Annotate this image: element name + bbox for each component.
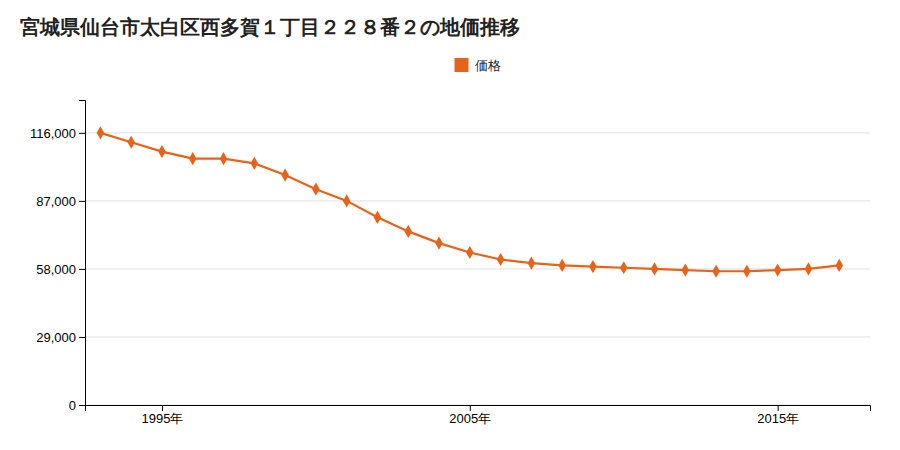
x-tick-label: 2015年 xyxy=(757,411,799,426)
y-tick: 0 xyxy=(69,398,85,413)
marker xyxy=(251,157,259,170)
grid xyxy=(85,133,870,405)
marker xyxy=(835,259,843,272)
marker xyxy=(805,262,813,275)
y-tick: 87,000 xyxy=(36,194,85,209)
marker xyxy=(743,265,751,278)
marker xyxy=(620,261,628,274)
y-tick-mark xyxy=(79,405,85,406)
marker xyxy=(281,168,289,181)
y-tick-label: 87,000 xyxy=(36,194,76,209)
y-tick: 58,000 xyxy=(36,262,85,277)
y-tick: 116,000 xyxy=(30,126,85,141)
marker xyxy=(466,246,474,259)
y-tick-mark xyxy=(79,337,85,338)
x-axis-line xyxy=(86,406,871,412)
marker xyxy=(312,183,320,196)
data xyxy=(97,126,843,278)
marker xyxy=(127,136,135,149)
marker xyxy=(528,256,536,269)
legend: 価格 xyxy=(455,58,501,73)
x-tick-mark xyxy=(778,405,779,411)
marker xyxy=(220,152,228,165)
line xyxy=(100,133,839,271)
x-tick-label: 2005年 xyxy=(449,411,491,426)
marker xyxy=(774,264,782,277)
legend-label: 価格 xyxy=(475,58,501,73)
y-tick-label: 58,000 xyxy=(36,262,76,277)
marker xyxy=(435,237,443,250)
marker xyxy=(589,260,597,273)
y-tick-label: 29,000 xyxy=(36,330,76,345)
grid-line xyxy=(85,268,870,269)
chart: 宮城県仙台市太白区西多賀１丁目２２８番２の地価推移 1995年 2005年 2015年… xyxy=(0,0,900,450)
y-tick-mark xyxy=(79,133,85,134)
marker xyxy=(404,225,412,238)
x-axis: 1995年 2005年 2015年 xyxy=(86,405,871,426)
marker xyxy=(374,211,382,224)
y-axis-line xyxy=(79,101,86,406)
marker xyxy=(651,262,659,275)
y-tick-mark xyxy=(79,269,85,270)
grid-line xyxy=(85,336,870,337)
y-tick-label: 116,000 xyxy=(30,126,76,141)
legend-item: 価格 xyxy=(455,58,501,73)
x-tick: 1995年 xyxy=(141,405,183,426)
marker xyxy=(558,259,566,272)
title: 宮城県仙台市太白区西多賀１丁目２２８番２の地価推移 xyxy=(20,15,520,39)
marker xyxy=(97,126,105,139)
marker xyxy=(712,265,720,278)
marker xyxy=(343,194,351,207)
marker xyxy=(189,152,197,165)
marker xyxy=(158,145,166,158)
marker xyxy=(681,264,689,277)
y-axis: 0 29,000 58,000 87,000 116,000 xyxy=(30,101,86,413)
plot: 1995年 2005年 2015年 0 29,000 58,000 87,000 116,00… xyxy=(30,101,871,427)
y-tick: 29,000 xyxy=(36,330,85,345)
x-tick: 2015年 xyxy=(757,405,799,426)
y-tick-label: 0 xyxy=(69,398,76,413)
legend-swatch xyxy=(455,58,469,72)
x-tick-mark xyxy=(470,405,471,411)
marker xyxy=(497,253,505,266)
grid-line xyxy=(85,132,870,133)
y-tick-mark xyxy=(79,201,85,202)
x-tick-mark xyxy=(162,405,163,411)
x-tick: 2005年 xyxy=(449,405,491,426)
x-tick-label: 1995年 xyxy=(141,411,183,426)
grid-line xyxy=(85,200,870,201)
